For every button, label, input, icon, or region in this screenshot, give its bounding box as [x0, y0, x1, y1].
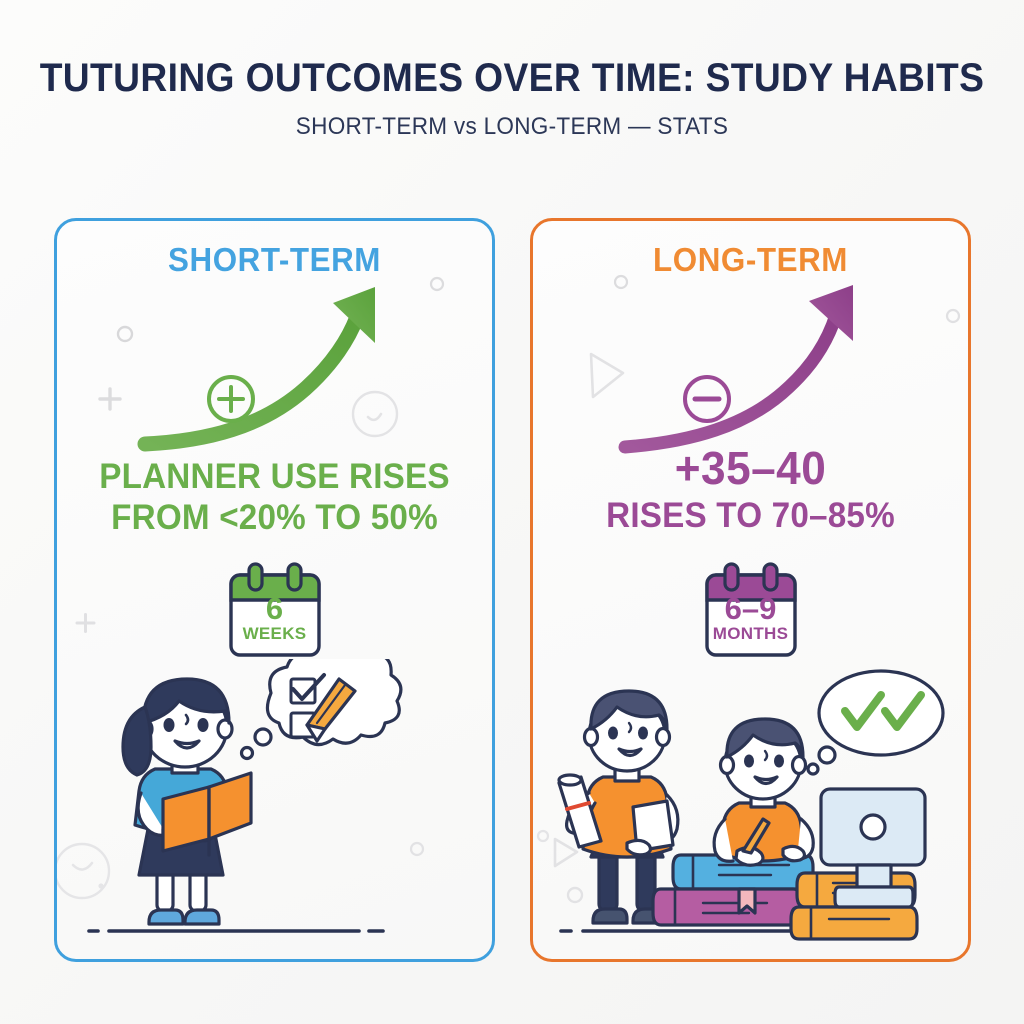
calendar-unit: WEEKS [242, 624, 307, 643]
calendar-number: 6 [265, 591, 284, 626]
rising-arrow-icon [137, 287, 375, 452]
page-subtitle: SHORT-TERM vs LONG-TERM — STATS [295, 113, 729, 140]
panel-title-short-term: SHORT-TERM [168, 241, 381, 278]
panel-long-term[interactable]: LONG-TERM [530, 218, 971, 962]
plus-circle-icon [207, 375, 255, 423]
calendar-unit: MONTHS [712, 624, 789, 643]
calendar-badge-long-term: 6–9 MONTHS [699, 561, 803, 661]
arrow-zone-right [533, 281, 968, 466]
stat-line-1: PLANNER USE RISES [99, 457, 450, 496]
calendar-icon [704, 562, 797, 657]
calendar-icon [228, 562, 321, 657]
panel-title-long-term: LONG-TERM [653, 241, 848, 278]
illustration-two-boys-studying [533, 659, 968, 959]
stat-block-short-term: PLANNER USE RISES FROM <20% TO 50% [57, 456, 492, 539]
page-title: TUTURING OUTCOMES OVER TIME: STUDY HABIT… [39, 56, 985, 100]
stat-line-1: +35–40 [674, 442, 827, 494]
stat-line-2: RISES TO 70–85% [606, 495, 895, 535]
panel-short-term[interactable]: SHORT-TERM [54, 218, 495, 962]
header: TUTURING OUTCOMES OVER TIME: STUDY HABIT… [0, 56, 1024, 141]
stat-block-long-term: +35–40 RISES TO 70–85% [533, 443, 968, 536]
minus-circle-icon [683, 375, 731, 423]
calendar-badge-short-term: 6 WEEKS [223, 561, 327, 661]
calendar-number: 6–9 [724, 591, 777, 626]
rising-arrow-icon [618, 285, 853, 454]
arrow-zone-left [57, 281, 492, 466]
stat-line-2: FROM <20% TO 50% [111, 498, 438, 538]
illustration-girl-reading [57, 643, 492, 959]
